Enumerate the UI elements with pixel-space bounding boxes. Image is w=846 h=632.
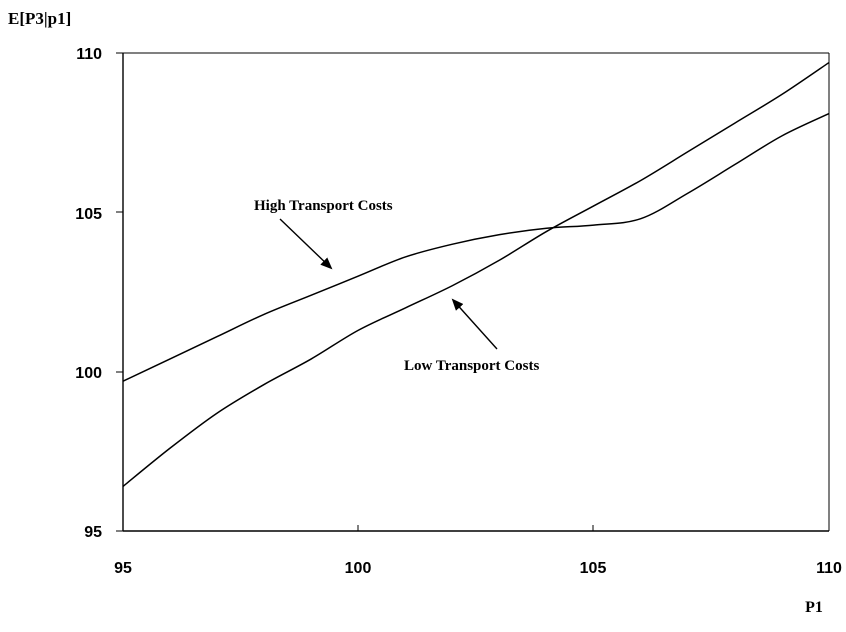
x-tick-label: 100 [345,560,372,577]
series-lines [122,61,830,487]
y-tick-label: 95 [84,524,102,541]
x-tick-label: 105 [580,560,607,577]
x-tick-label: 95 [114,560,132,577]
plot-area [122,52,830,532]
x-axis: 95 100 105 110 [114,525,842,577]
annotation-arrow-high [279,218,333,270]
annotation-arrow-low [451,298,498,350]
annotation-low-transport-costs: Low Transport Costs [404,358,539,374]
x-tick-label: 110 [816,560,842,577]
y-axis: 95 100 105 110 [75,46,123,541]
low-transport-costs-line [122,61,830,487]
annotation-high-transport-costs: High Transport Costs [254,198,393,214]
y-tick-label: 100 [75,365,102,382]
y-tick-label: 110 [76,46,102,63]
annotations: High Transport Costs Low Transport Costs [254,198,539,374]
y-axis-label: E[P3|p1] [8,9,71,28]
y-tick-label: 105 [75,206,102,223]
x-axis-label: P1 [805,599,823,616]
high-transport-costs-line [122,112,830,382]
